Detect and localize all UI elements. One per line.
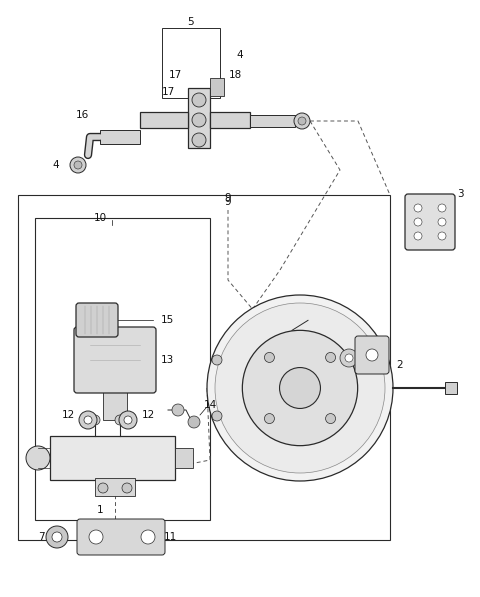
Bar <box>250 115 295 127</box>
Circle shape <box>46 526 68 548</box>
Circle shape <box>26 446 50 470</box>
Circle shape <box>89 530 103 544</box>
Bar <box>35 218 210 520</box>
Circle shape <box>366 349 378 361</box>
Text: 7: 7 <box>38 532 44 542</box>
Text: 12: 12 <box>142 410 155 420</box>
Circle shape <box>414 218 422 226</box>
FancyBboxPatch shape <box>405 194 455 250</box>
Text: 5: 5 <box>188 17 194 27</box>
Circle shape <box>340 349 358 367</box>
Circle shape <box>141 530 155 544</box>
Circle shape <box>438 204 446 212</box>
Circle shape <box>264 352 275 362</box>
Text: 1: 1 <box>96 505 103 515</box>
Bar <box>140 112 188 128</box>
Circle shape <box>70 157 86 173</box>
Text: 15: 15 <box>160 315 174 325</box>
Text: 8: 8 <box>341 375 348 385</box>
Circle shape <box>279 368 321 408</box>
Circle shape <box>264 414 275 424</box>
Circle shape <box>212 411 222 421</box>
Bar <box>18 195 390 540</box>
Text: 4: 4 <box>237 50 243 60</box>
Bar <box>188 88 210 148</box>
Text: 2: 2 <box>396 360 403 370</box>
FancyBboxPatch shape <box>76 303 118 337</box>
Bar <box>50 436 175 480</box>
Circle shape <box>414 204 422 212</box>
Text: 4: 4 <box>53 160 60 170</box>
Text: 10: 10 <box>94 213 107 223</box>
Circle shape <box>119 411 137 429</box>
Text: 9: 9 <box>225 193 231 203</box>
Circle shape <box>215 303 385 473</box>
Circle shape <box>414 232 422 240</box>
Text: 13: 13 <box>160 355 174 365</box>
Circle shape <box>325 414 336 424</box>
Bar <box>445 382 457 394</box>
Bar <box>103 390 127 420</box>
Text: 16: 16 <box>75 110 89 120</box>
Text: 17: 17 <box>161 87 175 97</box>
Circle shape <box>325 352 336 362</box>
Text: 6: 6 <box>317 458 324 468</box>
Circle shape <box>192 93 206 107</box>
Text: 11: 11 <box>163 532 177 542</box>
Circle shape <box>115 415 125 425</box>
Circle shape <box>345 354 353 362</box>
Text: 12: 12 <box>61 410 74 420</box>
Circle shape <box>122 483 132 493</box>
Bar <box>210 112 250 128</box>
Bar <box>162 28 220 98</box>
Bar <box>100 130 140 144</box>
Circle shape <box>84 416 92 424</box>
Circle shape <box>74 161 82 169</box>
Circle shape <box>298 117 306 125</box>
Circle shape <box>98 483 108 493</box>
Circle shape <box>294 113 310 129</box>
Bar <box>210 78 224 96</box>
Text: 14: 14 <box>204 400 216 410</box>
Circle shape <box>90 415 100 425</box>
Circle shape <box>124 416 132 424</box>
Circle shape <box>242 330 358 445</box>
Circle shape <box>212 355 222 365</box>
Bar <box>95 478 135 496</box>
Text: 3: 3 <box>456 189 463 199</box>
Circle shape <box>52 532 62 542</box>
Bar <box>175 448 193 468</box>
Circle shape <box>438 232 446 240</box>
Circle shape <box>207 295 393 481</box>
Circle shape <box>172 404 184 416</box>
FancyBboxPatch shape <box>355 336 389 374</box>
Circle shape <box>438 218 446 226</box>
Text: 17: 17 <box>168 70 181 80</box>
Circle shape <box>188 416 200 428</box>
FancyBboxPatch shape <box>74 327 156 393</box>
Circle shape <box>192 133 206 147</box>
Text: 9: 9 <box>225 197 231 207</box>
Circle shape <box>79 411 97 429</box>
Circle shape <box>192 113 206 127</box>
FancyBboxPatch shape <box>77 519 165 555</box>
Text: 18: 18 <box>228 70 241 80</box>
